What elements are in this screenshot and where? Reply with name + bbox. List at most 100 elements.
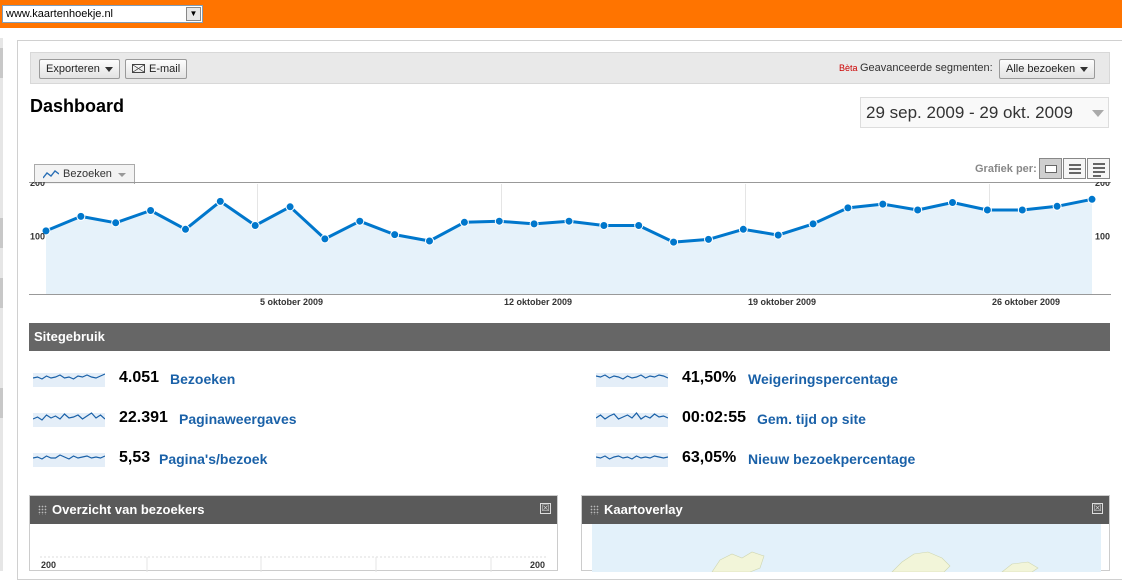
rail-tab[interactable]: [0, 48, 3, 78]
chevron-down-icon: [104, 66, 113, 72]
stat-link[interactable]: Weigeringspercentage: [748, 371, 898, 387]
stat-link[interactable]: Pagina's/bezoek: [159, 451, 268, 467]
stat-value: 5,53: [119, 449, 151, 466]
left-rail: [0, 38, 3, 571]
data-point[interactable]: [1017, 205, 1027, 215]
month-view-button[interactable]: [1087, 158, 1110, 179]
line-chart-icon: [43, 170, 59, 179]
rail-tab[interactable]: [0, 388, 3, 418]
data-point[interactable]: [390, 230, 400, 240]
stat-link[interactable]: Paginaweergaves: [179, 411, 297, 427]
browser-toolbar: www.kaartenhoekje.nl ▼: [0, 0, 1122, 28]
x-tick-label: 19 oktober 2009: [748, 297, 816, 307]
chevron-down-icon[interactable]: [1092, 110, 1104, 117]
data-point[interactable]: [41, 226, 51, 236]
data-point[interactable]: [529, 219, 539, 229]
date-range-value: 29 sep. 2009 - 29 okt. 2009: [866, 103, 1073, 122]
data-point[interactable]: [181, 224, 190, 234]
map-widget: Kaartoverlay ☒: [581, 495, 1110, 572]
segments-select[interactable]: Alle bezoeken: [999, 59, 1096, 79]
sparkline-icon: [33, 412, 105, 427]
stat-pageviews: 22.391 Paginaweergaves: [33, 409, 433, 431]
site-select[interactable]: www.kaartenhoekje.nl ▼: [2, 5, 203, 23]
segments-value: Alle bezoeken: [1006, 63, 1076, 75]
data-point[interactable]: [459, 217, 469, 227]
y-axis-label: 200: [530, 560, 546, 570]
report-toolbar: Exporteren E-mail Bèta Geavanceerde segm…: [30, 52, 1110, 84]
widget-header[interactable]: Overzicht van bezoekers ☒: [30, 496, 557, 524]
data-point[interactable]: [1087, 194, 1097, 204]
stat-value: 4.051: [119, 369, 160, 386]
data-point[interactable]: [704, 234, 713, 244]
stat-link[interactable]: Gem. tijd op site: [757, 411, 866, 427]
content-panel: [17, 40, 1122, 580]
sparkline-icon: [33, 453, 105, 467]
grip-icon[interactable]: [38, 505, 47, 515]
data-point[interactable]: [843, 203, 853, 213]
stat-new-visits: 63,05% Nieuw bezoekpercentage: [596, 449, 1096, 471]
data-point[interactable]: [634, 221, 644, 230]
close-icon[interactable]: ☒: [540, 503, 551, 514]
metric-label: Bezoeken: [63, 168, 112, 180]
y-tick-label: 100: [30, 232, 45, 242]
beta-badge: Bèta: [839, 63, 858, 73]
data-point[interactable]: [111, 218, 121, 228]
metric-selector[interactable]: Bezoeken: [34, 164, 135, 184]
export-label: Exporteren: [46, 63, 100, 75]
sparkline-icon: [596, 373, 668, 387]
data-point[interactable]: [808, 219, 818, 229]
sparkline-icon: [33, 373, 105, 387]
data-point[interactable]: [320, 234, 330, 244]
widget-title: Overzicht van bezoekers: [52, 502, 205, 517]
y-tick-label: 200: [1095, 182, 1110, 188]
week-view-button[interactable]: [1063, 158, 1086, 179]
data-point[interactable]: [355, 216, 365, 226]
stat-link[interactable]: Nieuw bezoekpercentage: [748, 451, 916, 467]
grip-icon[interactable]: [590, 505, 599, 515]
visitors-widget: Overzicht van bezoekers ☒ 200 200: [29, 495, 558, 572]
data-point[interactable]: [773, 230, 783, 240]
email-button[interactable]: E-mail: [125, 59, 188, 79]
data-point[interactable]: [982, 205, 992, 215]
data-point[interactable]: [564, 216, 574, 226]
data-point[interactable]: [250, 221, 260, 230]
widget-header[interactable]: Kaartoverlay ☒: [582, 496, 1109, 524]
world-map[interactable]: [592, 524, 1101, 572]
rail-tab[interactable]: [0, 278, 3, 308]
data-point[interactable]: [913, 205, 923, 215]
site-usage-header: Sitegebruik: [29, 323, 1110, 351]
y-axis-label: 200: [41, 560, 57, 570]
stat-value: 22.391: [119, 409, 168, 426]
data-point[interactable]: [669, 237, 679, 247]
stat-value: 63,05%: [682, 449, 737, 466]
data-point[interactable]: [1052, 201, 1062, 211]
data-point[interactable]: [599, 221, 609, 230]
data-point[interactable]: [425, 236, 434, 246]
export-button[interactable]: Exporteren: [39, 59, 120, 79]
close-icon[interactable]: ☒: [1092, 503, 1103, 514]
chevron-down-icon: [1080, 66, 1089, 72]
data-point[interactable]: [76, 211, 86, 221]
data-point[interactable]: [146, 206, 156, 215]
page-title: Dashboard: [30, 96, 125, 116]
rail-tab[interactable]: [0, 218, 3, 248]
data-point[interactable]: [494, 216, 504, 226]
data-point[interactable]: [215, 196, 225, 206]
data-point[interactable]: [878, 199, 888, 209]
date-range-picker[interactable]: 29 sep. 2009 - 29 okt. 2009: [860, 97, 1109, 128]
graph-per-label: Grafiek per:: [975, 163, 1037, 175]
stat-bounce-rate: 41,50% Weigeringspercentage: [596, 369, 1096, 391]
stat-link[interactable]: Bezoeken: [170, 371, 236, 387]
dropdown-arrow-icon[interactable]: ▼: [186, 7, 201, 21]
x-tick-label: 12 oktober 2009: [504, 297, 572, 307]
stat-avg-time: 00:02:55 Gem. tijd op site: [596, 409, 1096, 431]
data-point[interactable]: [738, 224, 748, 234]
segments-label: Geavanceerde segmenten:: [860, 62, 993, 74]
x-tick-label: 5 oktober 2009: [260, 297, 323, 307]
data-point[interactable]: [285, 202, 295, 212]
sparkline-icon: [596, 412, 668, 427]
y-tick-label: 100: [1095, 232, 1110, 242]
data-point[interactable]: [948, 198, 957, 207]
mail-icon: [132, 63, 145, 73]
day-view-button[interactable]: [1039, 158, 1062, 179]
